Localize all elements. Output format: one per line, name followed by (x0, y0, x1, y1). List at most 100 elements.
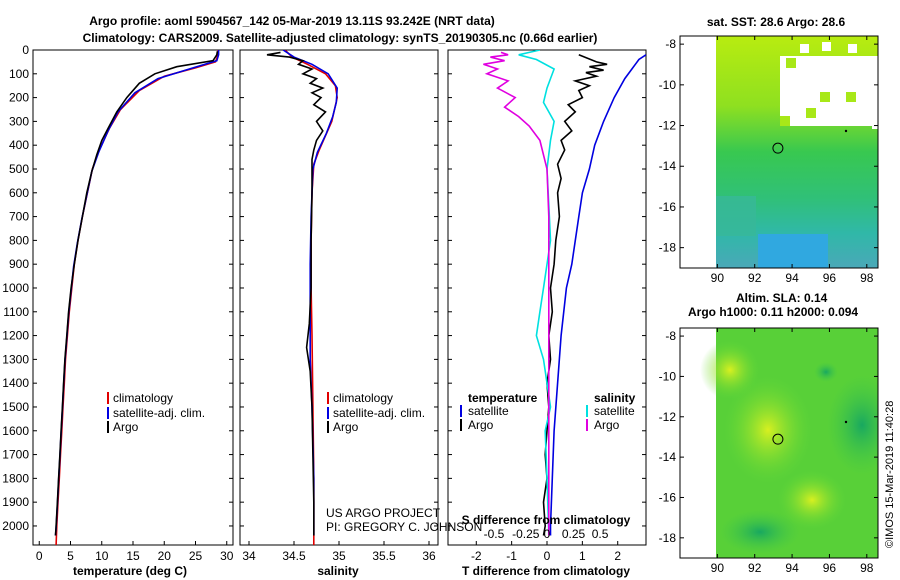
sla-map-high-blob-3 (777, 470, 847, 530)
sst-green-patch (806, 108, 816, 118)
difference-series-t-satellite (549, 54, 646, 536)
sst-map-dot (844, 129, 848, 133)
sla-map-title-line2: Argo h1000: 0.11 h2000: 0.094 (688, 305, 858, 319)
temperature-ticks: 0 5 10 15 20 25 300100200300400500600700800900… (2, 43, 233, 563)
sla-map-xtick-label: 94 (785, 561, 799, 575)
difference-secondary-tick-label: 0 (544, 527, 551, 541)
figure-title-line1: Argo profile: aoml 5904567_142 05-Mar-20… (89, 14, 495, 28)
depth-tick-label: 300 (9, 114, 29, 128)
sst-cool-zone (758, 234, 828, 268)
temperature-legend-climatology-label: climatology (113, 391, 173, 405)
sst-map-ytick-label: -16 (659, 200, 677, 214)
sst-green-patch (780, 116, 790, 126)
sst-map-title: sat. SST: 28.6 Argo: 28.6 (707, 15, 846, 29)
sst-cloud-patch (840, 74, 849, 83)
salinity-xtick-label: 34 (242, 549, 256, 563)
sst-map-xtick-label: 94 (785, 271, 799, 285)
sst-cloud-patch (822, 42, 831, 51)
sst-map-xtick-label: 90 (711, 271, 725, 285)
difference-xtick-label: 1 (579, 549, 586, 563)
temperature-lines (54, 50, 220, 545)
sst-map-ticks: 90 92 94 96 98 -8 -10 -12 -14 -16 -18 (659, 36, 878, 285)
temperature-xtick-label: 30 (220, 549, 234, 563)
difference-xtick-label: 0 (544, 549, 551, 563)
salinity-legend-satellite-label: satellite-adj. clim. (333, 406, 425, 420)
difference-xlabel: T difference from climatology (462, 564, 630, 578)
difference-legend-salinity-title: salinity (594, 391, 636, 405)
sst-cloud-patch (832, 110, 841, 119)
salinity-legend-argo-label: Argo (333, 420, 359, 434)
difference-lines (483, 50, 646, 536)
temperature-legend: climatology satellite-adj. clim. Argo (107, 391, 205, 434)
sla-map-high-blob-2 (700, 340, 760, 400)
figure-title-line2: Climatology: CARS2009. Satellite-adjuste… (83, 31, 598, 45)
depth-tick-label: 1400 (2, 376, 29, 390)
temperature-xlabel: temperature (deg C) (73, 564, 187, 578)
salinity-xtick-label: 34.5 (282, 549, 306, 563)
temperature-series-climatology (55, 50, 219, 545)
temperature-xtick-label: 25 (189, 549, 203, 563)
salinity-xtick-label: 35 (332, 549, 346, 563)
depth-tick-label: 1900 (2, 495, 29, 509)
depth-tick-label: 1200 (2, 329, 29, 343)
sst-map-ytick-label: -8 (665, 37, 676, 51)
depth-tick-label: 400 (9, 138, 29, 152)
sla-map-ytick-label: -12 (659, 410, 677, 424)
sst-cloud-patch (872, 120, 878, 129)
difference-legend-temperature-title: temperature (468, 391, 538, 405)
depth-tick-label: 200 (9, 91, 29, 105)
difference-secondary-tick-label: 0.5 (592, 527, 609, 541)
sst-map-patches (716, 42, 878, 268)
depth-tick-label: 700 (9, 210, 29, 224)
temperature-xtick-label: 0 (36, 549, 43, 563)
difference-legend: temperature satellite Argo salinity sate… (460, 391, 636, 432)
sst-map-xtick-label: 96 (823, 271, 837, 285)
sst-cloud-patch (848, 44, 857, 53)
sla-map-ytick-label: -10 (659, 369, 677, 383)
temperature-xtick-label: 20 (158, 549, 172, 563)
salinity-xtick-label: 35.5 (372, 549, 396, 563)
difference-secondary-ticks: -0.5 -0.25 0 0.25 0.5 (484, 527, 609, 541)
temperature-axes-frame (32, 49, 234, 546)
sla-map-ytick-label: -18 (659, 531, 677, 545)
difference-legend-t-satellite-label: satellite (468, 404, 509, 418)
sst-cloud-patch (866, 84, 875, 93)
salinity-xtick-label: 36 (422, 549, 436, 563)
sla-map-xtick-label: 98 (860, 561, 874, 575)
sla-map-high-blob (723, 375, 813, 485)
depth-tick-label: 1000 (2, 281, 29, 295)
sst-map-ytick-label: -12 (659, 119, 677, 133)
sla-map-dot (844, 420, 848, 424)
sla-map-ytick-label: -16 (659, 490, 677, 504)
depth-tick-label: 1800 (2, 471, 29, 485)
temperature-legend-argo-label: Argo (113, 420, 139, 434)
sst-green-patch (846, 92, 856, 102)
sla-map-xtick-label: 90 (711, 561, 725, 575)
salinity-panel: 34 34.5 35 35.5 36 salinity climatology sate… (239, 49, 482, 578)
depth-tick-label: 800 (9, 233, 29, 247)
salinity-ticks: 34 34.5 35 35.5 36 (240, 49, 438, 563)
sst-map-ytick-label: -14 (659, 159, 677, 173)
difference-xtick-label: -2 (471, 549, 482, 563)
sla-map-low-blob-3 (814, 362, 838, 382)
difference-legend-s-argo-label: Argo (594, 418, 620, 432)
sst-mid-zone (716, 196, 756, 236)
difference-xtick-label: 2 (614, 549, 621, 563)
sst-green-patch (786, 58, 796, 68)
project-annotation-line2: PI: GREGORY C. JOHNSON (326, 520, 482, 534)
sla-map-ytick-label: -14 (659, 450, 677, 464)
sst-cloud-patch (862, 56, 871, 65)
sla-map-argo-marker (772, 433, 784, 445)
sla-map-ticks: 90 92 94 96 98 -8 -10 -12 -14 -16 -18 (659, 328, 878, 575)
sla-map: Altim. SLA: 0.14 Argo h1000: 0.11 h2000:… (659, 291, 879, 575)
difference-secondary-tick-label: -0.5 (484, 527, 505, 541)
project-annotation-line1: US ARGO PROJECT (326, 506, 441, 520)
depth-tick-label: 900 (9, 257, 29, 271)
sst-cloud-patch (794, 92, 803, 101)
salinity-series-argo (266, 51, 327, 536)
depth-tick-label: 1700 (2, 448, 29, 462)
sla-map-low-blob (827, 375, 878, 475)
difference-secondary-tick-label: 0.25 (562, 527, 586, 541)
sla-map-title-line1: Altim. SLA: 0.14 (736, 291, 828, 305)
